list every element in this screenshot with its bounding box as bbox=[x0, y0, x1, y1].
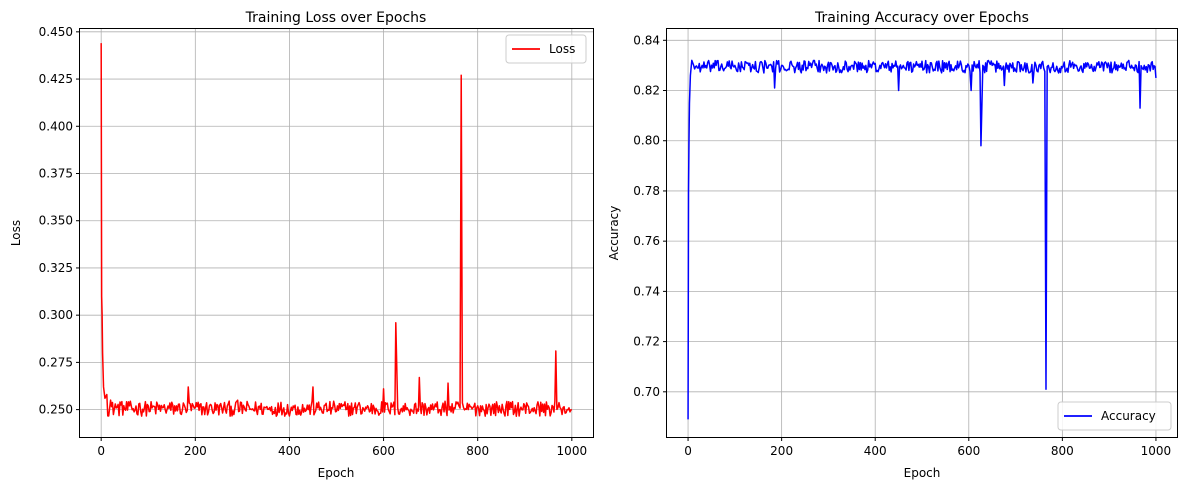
loss-y-tick-label: 0.375 bbox=[39, 167, 73, 181]
loss-plot-frame bbox=[79, 28, 594, 438]
accuracy-y-tick-label: 0.70 bbox=[633, 385, 660, 399]
accuracy-x-tick-label: 200 bbox=[770, 444, 793, 458]
accuracy-chart: Training Accuracy over Epochs 0 200 400 600… bbox=[607, 10, 1178, 480]
accuracy-x-axis-label: Epoch bbox=[904, 466, 941, 480]
accuracy-y-tick-label: 0.80 bbox=[633, 134, 660, 148]
loss-y-tick-label: 0.425 bbox=[39, 72, 73, 86]
loss-x-tick-label: 600 bbox=[372, 444, 395, 458]
accuracy-x-tick-label: 400 bbox=[864, 444, 887, 458]
loss-y-axis-label: Loss bbox=[9, 220, 23, 246]
loss-y-tick-label: 0.300 bbox=[39, 308, 73, 322]
accuracy-series-line bbox=[687, 59, 1157, 420]
loss-chart: Training Loss over Epochs 0 200 400 600 800 1… bbox=[9, 10, 594, 480]
loss-chart-title: Training Loss over Epochs bbox=[245, 10, 427, 26]
loss-series-line bbox=[100, 43, 573, 417]
loss-legend-box bbox=[505, 34, 587, 64]
loss-y-tick-label: 0.275 bbox=[39, 355, 73, 369]
accuracy-y-axis-label: Accuracy bbox=[607, 206, 621, 261]
loss-x-tick-label: 800 bbox=[466, 444, 489, 458]
accuracy-chart-title: Training Accuracy over Epochs bbox=[814, 10, 1029, 26]
loss-x-tick-label: 400 bbox=[278, 444, 301, 458]
loss-x-tick-label: 200 bbox=[184, 444, 207, 458]
accuracy-y-tick-label: 0.76 bbox=[633, 234, 660, 248]
loss-legend-label: Loss bbox=[549, 42, 575, 56]
accuracy-x-tick-label: 1000 bbox=[1141, 444, 1172, 458]
accuracy-x-tick-label: 600 bbox=[957, 444, 980, 458]
loss-x-tick-label: 1000 bbox=[557, 444, 588, 458]
loss-series bbox=[100, 43, 573, 417]
loss-y-tick-label: 0.400 bbox=[39, 119, 73, 133]
accuracy-y-tick-label: 0.72 bbox=[633, 335, 660, 349]
accuracy-plot-frame bbox=[666, 28, 1178, 438]
accuracy-legend-label: Accuracy bbox=[1101, 409, 1156, 423]
accuracy-y-tick-label: 0.74 bbox=[633, 284, 660, 298]
loss-y-tick-label: 0.250 bbox=[39, 403, 73, 417]
loss-legend: Loss bbox=[505, 34, 587, 64]
accuracy-series bbox=[687, 59, 1157, 420]
loss-x-tick-label: 0 bbox=[97, 444, 105, 458]
loss-y-tick-label: 0.350 bbox=[39, 214, 73, 228]
accuracy-y-tick-label: 0.84 bbox=[633, 33, 660, 47]
accuracy-x-tick-label: 0 bbox=[684, 444, 692, 458]
loss-x-axis-label: Epoch bbox=[318, 466, 355, 480]
accuracy-legend: Accuracy bbox=[1057, 401, 1172, 431]
loss-y-tick-label: 0.325 bbox=[39, 261, 73, 275]
accuracy-grid bbox=[667, 29, 1177, 437]
accuracy-y-tick-label: 0.82 bbox=[633, 84, 660, 98]
accuracy-y-tick-label: 0.78 bbox=[633, 184, 660, 198]
loss-ticks: 0 200 400 600 800 1000 0.250 0.275 0.300 0.325 0.3… bbox=[39, 25, 587, 458]
loss-y-tick-label: 0.450 bbox=[39, 25, 73, 39]
accuracy-legend-box bbox=[1057, 401, 1172, 431]
accuracy-ticks: 0 200 400 600 800 1000 0.70 0.72 0.74 0.76 0.78 0.8… bbox=[633, 33, 1171, 458]
accuracy-x-tick-label: 800 bbox=[1051, 444, 1074, 458]
loss-grid bbox=[80, 29, 593, 437]
